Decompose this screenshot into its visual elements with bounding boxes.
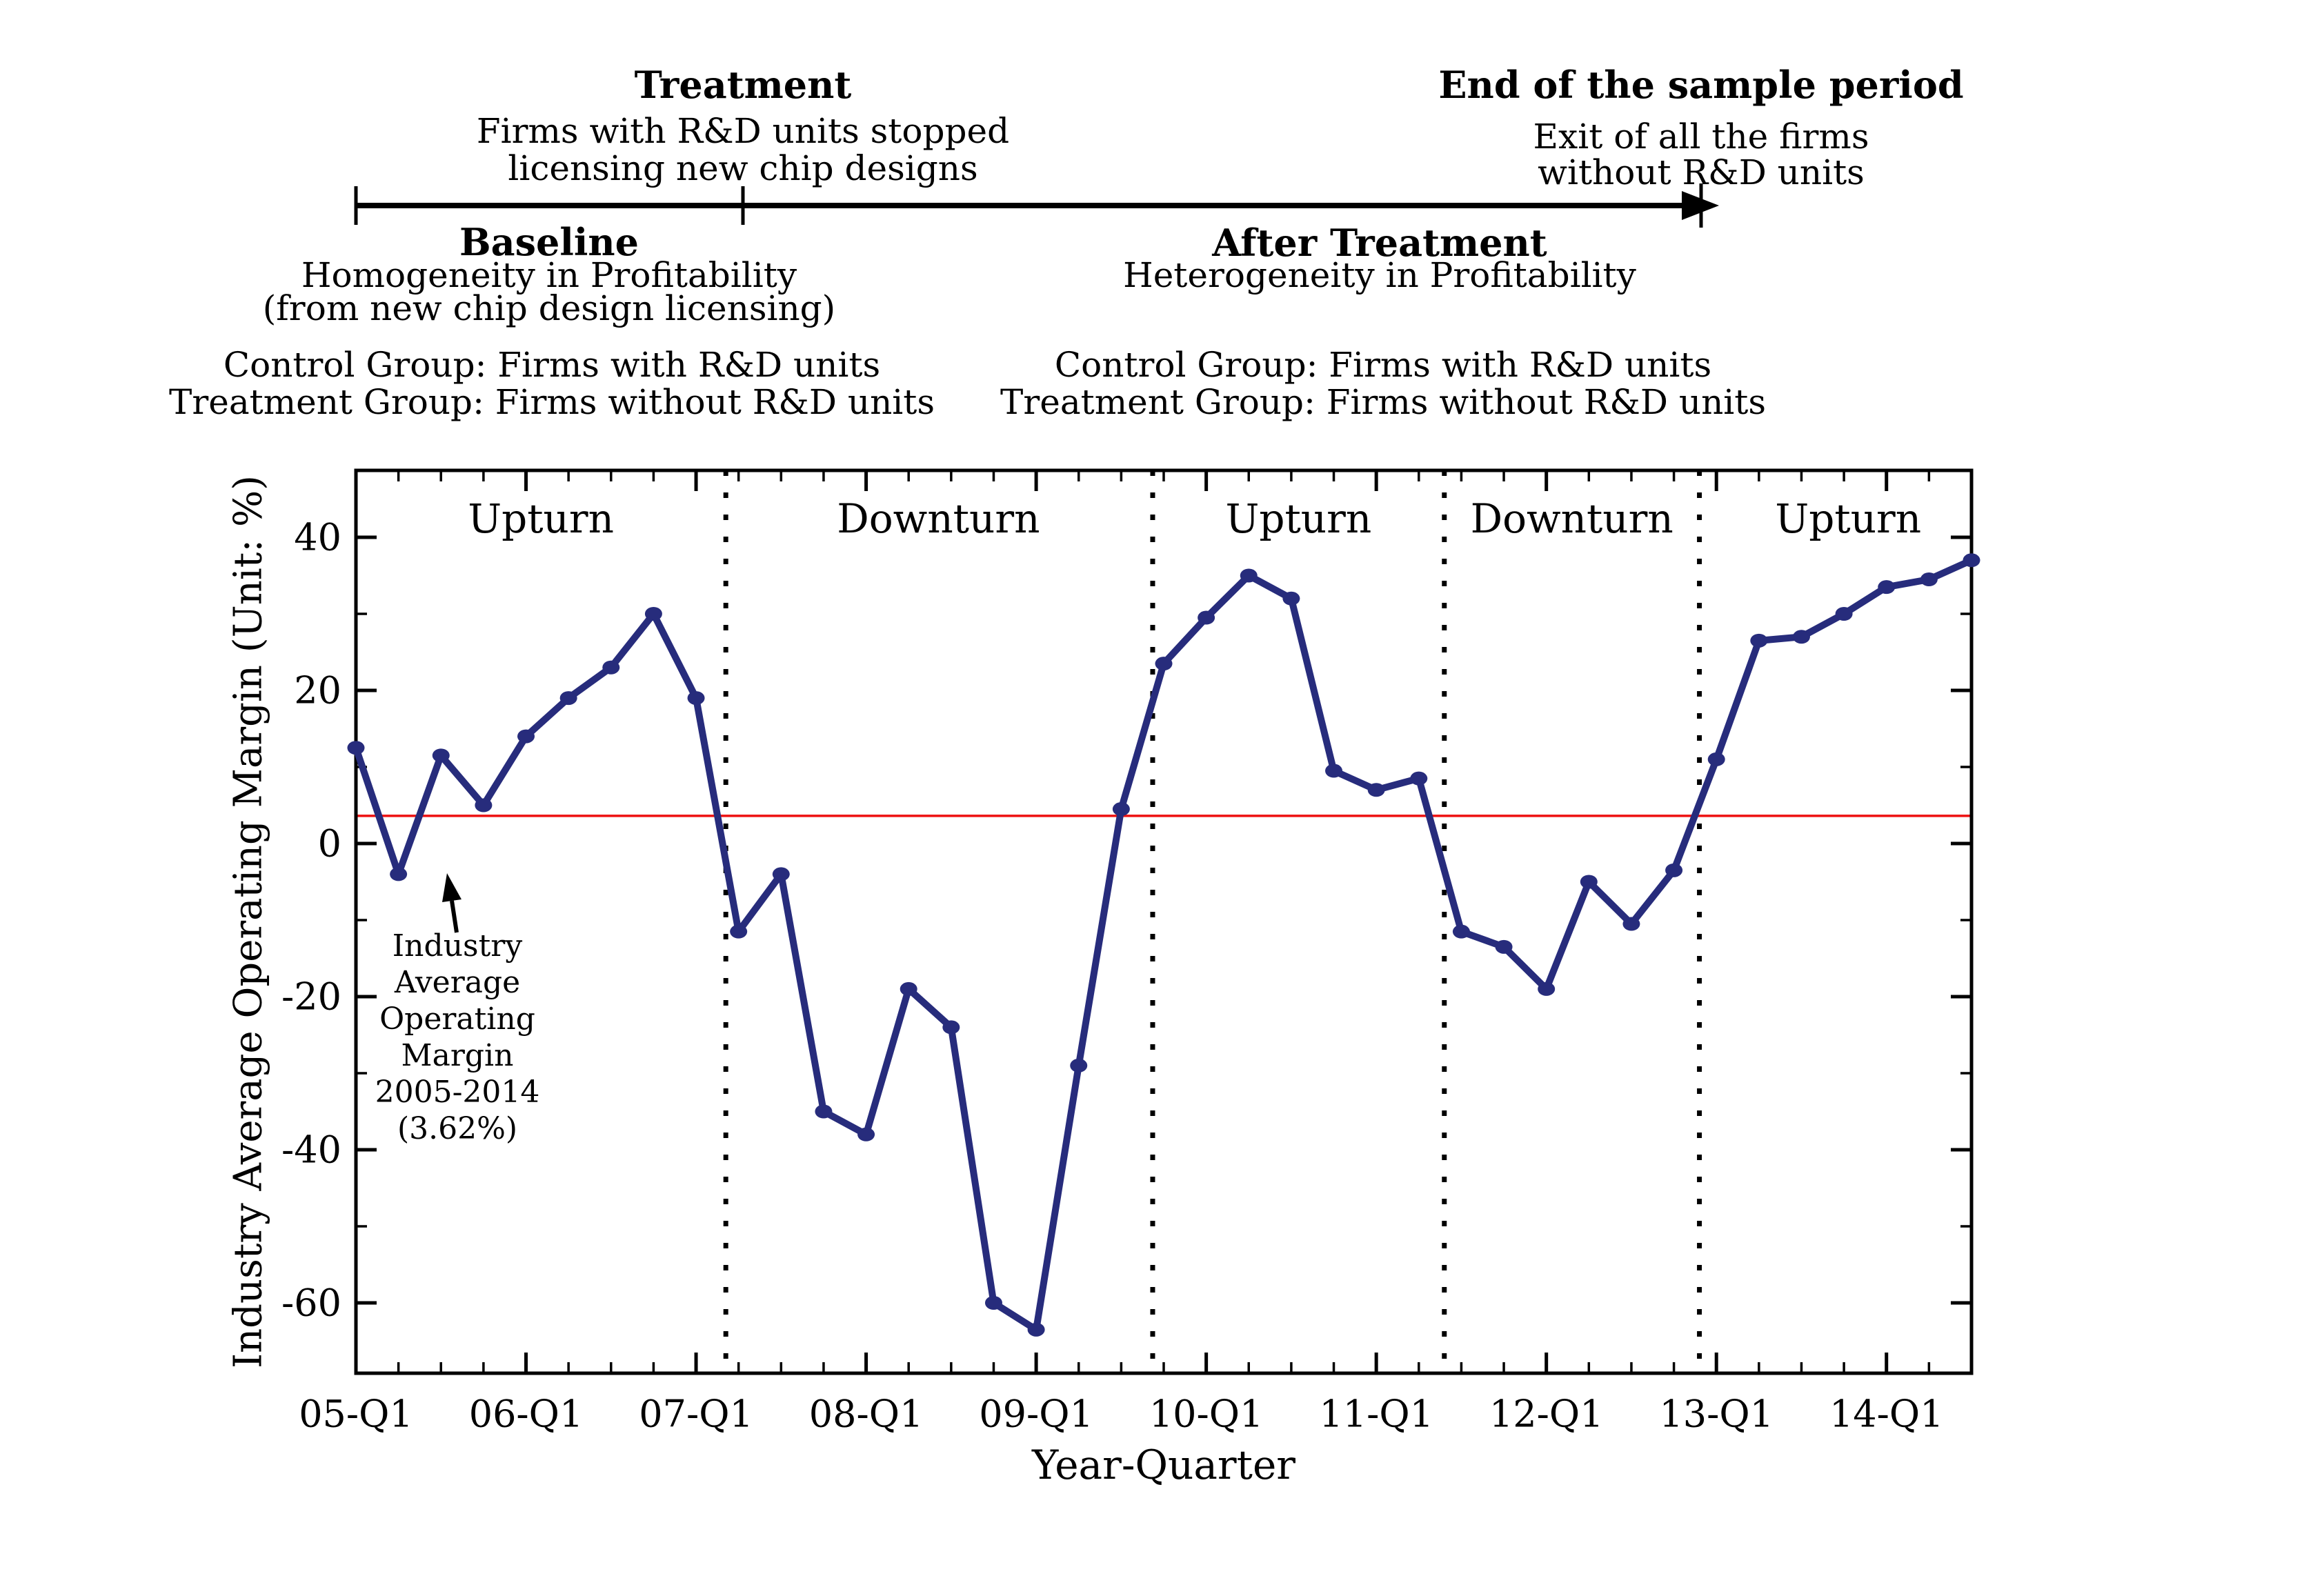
data-point-marker bbox=[1282, 591, 1300, 606]
x-tick-label: 08-Q1 bbox=[809, 1393, 924, 1436]
phase-label: Upturn bbox=[1225, 495, 1371, 542]
data-point-marker bbox=[687, 691, 705, 706]
annotation-line: 2005-2014 bbox=[375, 1075, 540, 1110]
baseline-line-2: (from new chip design licensing) bbox=[262, 288, 836, 328]
data-point-marker bbox=[1750, 633, 1768, 648]
phase-label: Downturn bbox=[837, 495, 1040, 542]
data-point-marker bbox=[815, 1104, 833, 1119]
treatment-title: Treatment bbox=[634, 63, 852, 107]
annotation-line: Operating bbox=[379, 1001, 535, 1037]
data-point-marker bbox=[1198, 610, 1215, 625]
data-point-marker bbox=[1452, 924, 1470, 939]
y-tick-label: -40 bbox=[281, 1128, 341, 1172]
x-tick-label: 09-Q1 bbox=[979, 1393, 1093, 1436]
treatment-line-2: licensing new chip designs bbox=[508, 148, 978, 188]
after-treatment-title: After Treatment bbox=[1212, 221, 1547, 265]
data-point-marker bbox=[559, 691, 577, 706]
data-point-marker bbox=[1920, 572, 1938, 587]
data-point-marker bbox=[900, 981, 917, 996]
annotation-line: Average bbox=[394, 965, 521, 1000]
annotation-line: Margin bbox=[401, 1038, 514, 1073]
treatment-line-1: Firms with R&D units stopped bbox=[476, 111, 1010, 151]
annotation-line: (3.62%) bbox=[397, 1111, 518, 1146]
x-tick-label: 11-Q1 bbox=[1319, 1393, 1433, 1436]
data-point-marker bbox=[1070, 1058, 1088, 1073]
baseline-treatment-group: Treatment Group: Firms without R&D units bbox=[168, 382, 935, 422]
data-point-marker bbox=[1538, 981, 1556, 996]
baseline-control-group: Control Group: Firms with R&D units bbox=[223, 345, 881, 385]
y-tick-label: 40 bbox=[294, 516, 341, 559]
data-point-marker bbox=[1665, 863, 1683, 877]
data-point-marker bbox=[1495, 939, 1513, 954]
y-tick-label: 20 bbox=[294, 669, 341, 712]
data-point-marker bbox=[1410, 771, 1428, 786]
end-of-sample-line-1: Exit of all the firms bbox=[1533, 117, 1869, 157]
data-point-marker bbox=[1835, 607, 1853, 621]
data-point-marker bbox=[942, 1020, 960, 1035]
data-point-marker bbox=[857, 1127, 875, 1141]
data-point-marker bbox=[644, 607, 662, 621]
x-tick-label: 07-Q1 bbox=[639, 1393, 753, 1436]
data-point-marker bbox=[432, 748, 450, 763]
x-tick-label: 12-Q1 bbox=[1489, 1393, 1604, 1436]
data-point-marker bbox=[390, 867, 408, 881]
y-tick-label: -60 bbox=[281, 1281, 341, 1325]
plot-frame bbox=[354, 468, 1974, 1375]
baseline-line-1: Homogeneity in Profitability bbox=[301, 255, 797, 295]
data-point-marker bbox=[772, 867, 790, 881]
data-point-marker bbox=[1325, 764, 1343, 778]
data-point-marker bbox=[602, 660, 620, 675]
data-point-marker bbox=[1792, 630, 1810, 644]
x-axis-title: Year-Quarter bbox=[1031, 1442, 1295, 1488]
phase-label: Upturn bbox=[468, 495, 614, 542]
baseline-title: Baseline bbox=[459, 220, 639, 264]
y-axis-title: Industry Average Operating Margin (Unit:… bbox=[226, 475, 271, 1368]
data-point-marker bbox=[1580, 875, 1598, 889]
y-tick-label: 0 bbox=[318, 822, 341, 866]
data-point-marker bbox=[1240, 568, 1258, 583]
data-point-marker bbox=[1112, 802, 1130, 817]
data-point-marker bbox=[1963, 553, 1980, 568]
data-point-marker bbox=[1707, 752, 1725, 766]
end-of-sample-title: End of the sample period bbox=[1438, 63, 1964, 107]
x-tick-label: 05-Q1 bbox=[299, 1393, 413, 1436]
annotation-arrow-tail bbox=[450, 900, 459, 933]
data-point-marker bbox=[1878, 580, 1896, 595]
data-point-marker bbox=[517, 729, 535, 744]
data-point-marker bbox=[984, 1296, 1002, 1310]
annotation-arrow-icon bbox=[442, 873, 461, 902]
y-tick-label: -20 bbox=[281, 975, 341, 1019]
phase-label: Upturn bbox=[1775, 495, 1921, 542]
margin-series-line bbox=[352, 557, 1975, 1333]
after-treatment-group: Treatment Group: Firms without R&D units bbox=[1000, 382, 1767, 422]
annotation-line: Industry bbox=[392, 928, 523, 964]
data-point-marker bbox=[475, 798, 493, 812]
reference-line-annotation: Industry Average Operating Margin 2005-2… bbox=[375, 928, 540, 1147]
x-tick-label: 14-Q1 bbox=[1829, 1393, 1944, 1436]
after-treatment-line-1: Heterogeneity in Profitability bbox=[1123, 255, 1636, 295]
x-tick-label: 10-Q1 bbox=[1149, 1393, 1264, 1436]
x-tick-label: 13-Q1 bbox=[1659, 1393, 1774, 1436]
after-control-group: Control Group: Firms with R&D units bbox=[1054, 345, 1712, 385]
phase-label: Downturn bbox=[1471, 495, 1674, 542]
x-tick-label: 06-Q1 bbox=[469, 1393, 584, 1436]
data-point-marker bbox=[1155, 657, 1173, 671]
data-point-marker bbox=[730, 924, 748, 939]
data-point-marker bbox=[1622, 917, 1640, 931]
data-point-marker bbox=[1367, 783, 1385, 797]
data-point-marker bbox=[347, 741, 365, 755]
data-point-marker bbox=[1027, 1322, 1045, 1337]
